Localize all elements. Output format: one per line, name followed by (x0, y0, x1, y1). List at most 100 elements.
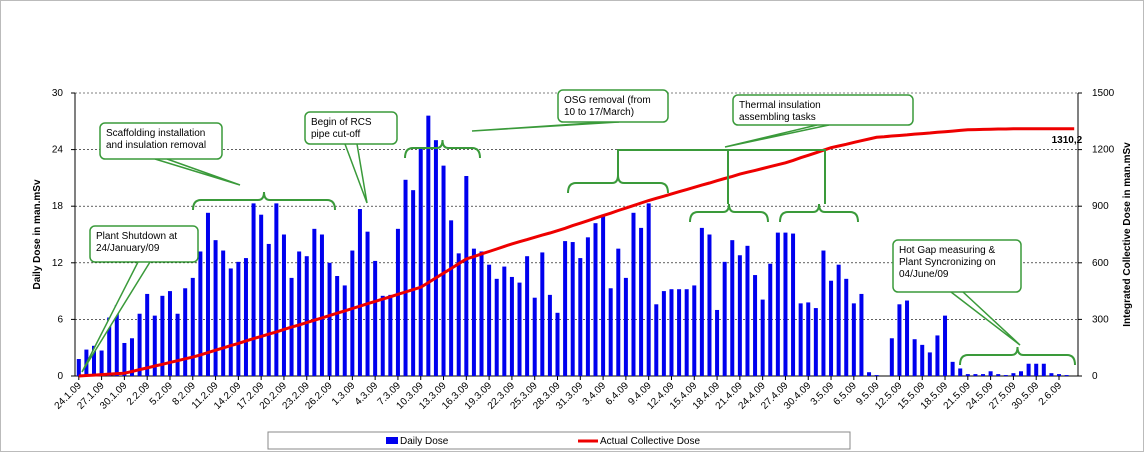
bar (357, 209, 362, 376)
y-tick-label: 12 (52, 258, 64, 269)
bar (433, 140, 438, 376)
bar (487, 264, 492, 376)
bar (76, 359, 81, 376)
bar (228, 268, 233, 376)
bar (1041, 363, 1046, 376)
bar (145, 293, 150, 376)
bar (920, 344, 925, 376)
annotation-text: Begin of RCS (311, 117, 372, 128)
bar (775, 232, 780, 376)
bar (471, 248, 476, 376)
bar (654, 304, 659, 376)
bar (684, 289, 689, 376)
bar (730, 240, 735, 376)
bar (221, 250, 226, 376)
y2-axis-title: Integrated Collective Dose in man.mSv (1122, 142, 1133, 327)
bar (509, 276, 514, 376)
bar (251, 203, 256, 376)
y-tick-label: 6 (57, 314, 63, 325)
bar (988, 371, 993, 376)
bar (859, 293, 864, 376)
bar (342, 285, 347, 376)
annotation-text: Scaffolding installation (106, 128, 205, 139)
y2-tick-label: 1500 (1092, 88, 1115, 99)
callout-pointer (344, 143, 368, 204)
bar (129, 338, 134, 376)
bar (791, 233, 796, 376)
bar (441, 165, 446, 376)
brace (779, 203, 859, 223)
bar (183, 288, 188, 376)
bar (175, 313, 180, 376)
bar (912, 339, 917, 376)
bar (259, 214, 264, 376)
bar (373, 260, 378, 376)
bar (99, 350, 104, 376)
callout-box (557, 89, 669, 123)
bar (464, 176, 469, 376)
bar (965, 374, 970, 376)
callout-pointer (950, 291, 1021, 346)
bar (114, 305, 119, 376)
annotation-text: and insulation removal (106, 140, 206, 151)
bar (783, 232, 788, 376)
bar (616, 248, 621, 376)
annotation-text: assembling tasks (739, 112, 816, 123)
bar (532, 297, 537, 376)
bar (297, 251, 302, 376)
bar (905, 300, 910, 376)
bar (327, 262, 332, 376)
bar (555, 312, 560, 376)
bar (205, 212, 210, 376)
bar (418, 148, 423, 376)
brace (404, 139, 481, 159)
bar (981, 374, 986, 376)
bar (198, 251, 203, 376)
bar (973, 374, 978, 376)
bar (449, 220, 454, 376)
bar (213, 240, 218, 376)
y-tick-label: 18 (52, 201, 64, 212)
callout-box (304, 111, 398, 145)
callout-box (89, 225, 199, 263)
bar (996, 374, 1001, 376)
bar (699, 227, 704, 376)
bar (190, 277, 195, 376)
bar (137, 313, 142, 376)
y2-tick-label: 600 (1092, 258, 1109, 269)
bar (456, 253, 461, 376)
bar (107, 317, 112, 376)
bar (806, 302, 811, 376)
legend-label: Daily Dose (400, 436, 449, 447)
bar (851, 303, 856, 376)
bar (950, 361, 955, 376)
line (78, 127, 1075, 378)
callout-pointer (724, 124, 830, 148)
bar (243, 258, 248, 376)
bar (152, 315, 157, 376)
bar (281, 234, 286, 376)
callout-box (732, 94, 914, 126)
y2-tick-label: 300 (1092, 314, 1109, 325)
y-tick-label: 24 (52, 145, 64, 156)
legend-box (267, 431, 851, 450)
bar (502, 266, 507, 376)
bar (760, 299, 765, 376)
annotation-text: Plant Shutdown at (96, 231, 177, 242)
y2-tick-label: 0 (1092, 371, 1098, 382)
bar (798, 303, 803, 376)
y-tick-label: 0 (57, 371, 63, 382)
bar (958, 368, 963, 376)
annotation-text: OSG removal (from (564, 95, 651, 106)
annotation-text: 10 to 17/March) (564, 107, 634, 118)
bar (1003, 375, 1008, 376)
bar (745, 245, 750, 376)
brace (192, 191, 336, 211)
bar (388, 294, 393, 376)
bar (167, 291, 172, 376)
bar (623, 277, 628, 376)
bar (236, 261, 241, 376)
bar (547, 294, 552, 376)
bar (1019, 371, 1024, 376)
